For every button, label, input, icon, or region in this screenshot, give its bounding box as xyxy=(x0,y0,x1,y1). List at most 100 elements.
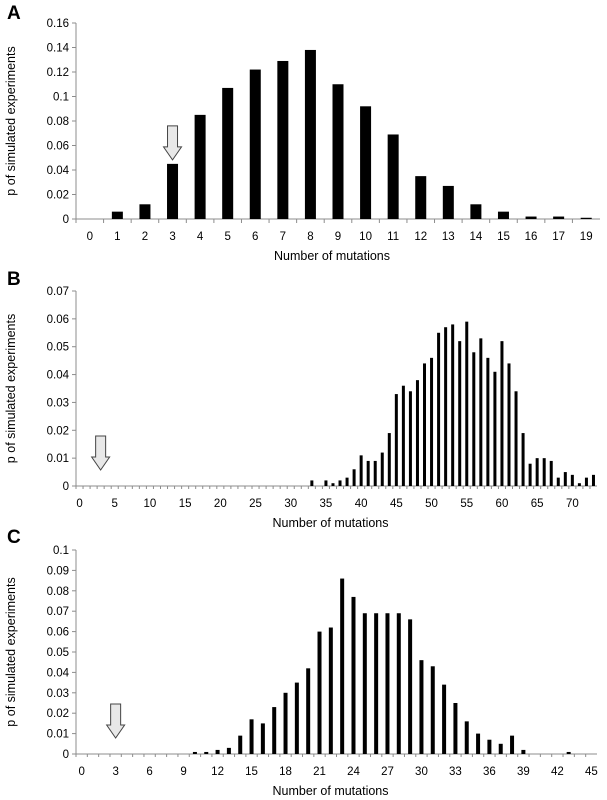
bar-b xyxy=(380,452,384,486)
x-axis-title-b: Number of mutations xyxy=(272,516,388,530)
x-tick-label-c: 24 xyxy=(347,766,360,778)
bar-c xyxy=(215,749,220,754)
bar-c xyxy=(374,613,379,754)
bar-c xyxy=(487,739,492,754)
y-tick-label-c: 0.06 xyxy=(47,627,69,639)
bar-a xyxy=(277,60,289,219)
x-tick-label-c: 39 xyxy=(517,766,530,778)
bar-a xyxy=(332,84,344,219)
bar-b xyxy=(521,433,525,486)
y-tick-label-b: 0.01 xyxy=(47,453,69,465)
bar-b xyxy=(563,472,567,486)
x-tick-label-a: 3 xyxy=(169,231,175,243)
y-tick-label-a: 0.14 xyxy=(47,43,70,55)
bar-a xyxy=(249,69,261,219)
panel-label-c: C xyxy=(7,527,21,548)
bar-a xyxy=(194,114,206,219)
bar-b xyxy=(444,327,448,486)
y-tick-label-b: 0.04 xyxy=(47,370,70,382)
bar-b xyxy=(324,480,328,486)
y-tick-label-c: 0 xyxy=(63,749,69,761)
y-tick-label-b: 0.03 xyxy=(47,397,69,409)
y-tick-label-b: 0.05 xyxy=(47,342,69,354)
bar-c xyxy=(283,692,288,754)
bar-b xyxy=(570,474,574,486)
x-tick-label-c: 9 xyxy=(180,766,186,778)
x-tick-label-c: 18 xyxy=(279,766,292,778)
bar-b xyxy=(423,363,427,486)
bar-c xyxy=(464,721,469,754)
panel-b-chart: 0 0.01 0.02 0.03 0.04 0.05 0.06 0.07 0 5 10 15 20 25 3… xyxy=(4,286,597,530)
x-tick-label-a: 8 xyxy=(307,231,313,243)
bar-c xyxy=(419,660,424,754)
bar-b xyxy=(591,474,595,486)
x-tick-label-a: 6 xyxy=(252,231,258,243)
bar-b xyxy=(500,341,504,486)
x-tick-label-c: 36 xyxy=(483,766,496,778)
bar-b xyxy=(556,477,560,486)
x-tick-label-a: 15 xyxy=(497,231,510,243)
y-tick-label-a: 0.02 xyxy=(47,190,69,202)
x-tick-label-c: 45 xyxy=(585,766,598,778)
bar-c xyxy=(430,666,435,754)
y-tick-label-a: 0.06 xyxy=(47,141,69,153)
x-tick-label-c: 0 xyxy=(78,766,84,778)
bar-a xyxy=(139,204,151,219)
bar-c xyxy=(510,735,515,754)
bar-b xyxy=(493,371,497,486)
bar-c xyxy=(238,735,243,754)
bar-b xyxy=(542,458,546,486)
bar-b xyxy=(366,460,370,486)
bar-c xyxy=(249,719,254,754)
y-tick-label-c: 0.1 xyxy=(53,545,69,557)
x-tick-label-c: 21 xyxy=(313,766,326,778)
bar-b xyxy=(352,469,356,486)
bar-a xyxy=(360,106,372,219)
bar-a xyxy=(525,216,537,219)
bar-c xyxy=(294,682,299,754)
bar-a xyxy=(580,217,592,219)
bar-a xyxy=(387,134,399,219)
bar-b xyxy=(479,338,483,486)
bar-b xyxy=(387,433,391,486)
y-tick-label-c: 0.09 xyxy=(47,565,69,577)
down-arrow-marker-b xyxy=(90,435,111,471)
bar-b xyxy=(394,394,398,486)
x-tick-label-a: 4 xyxy=(197,231,204,243)
bar-c xyxy=(362,613,367,754)
bar-a xyxy=(304,49,316,220)
bar-b xyxy=(401,385,405,486)
bar-b xyxy=(507,363,511,486)
x-tick-label-a: 10 xyxy=(359,231,372,243)
bar-b xyxy=(458,341,462,486)
bar-b xyxy=(408,391,412,486)
panel-c-chart: 0 0.01 0.02 0.03 0.04 0.05 0.06 0.07 0.08 0.09 0.1… xyxy=(4,545,598,798)
bar-c xyxy=(396,613,401,754)
x-tick-label-b: 50 xyxy=(425,498,438,510)
x-tick-label-c: 33 xyxy=(449,766,462,778)
bar-b xyxy=(577,483,581,486)
x-tick-label-b: 25 xyxy=(249,498,262,510)
x-tick-label-c: 3 xyxy=(112,766,118,778)
y-tick-label-a: 0.16 xyxy=(47,18,69,30)
y-tick-label-a: 0.08 xyxy=(47,116,69,128)
down-arrow-marker-a xyxy=(162,125,183,161)
x-tick-label-c: 12 xyxy=(211,766,224,778)
x-tick-label-b: 0 xyxy=(76,498,82,510)
bar-c xyxy=(328,627,333,754)
bar-b xyxy=(535,458,539,486)
bar-c xyxy=(226,747,231,754)
bar-b xyxy=(373,460,377,486)
bar-b xyxy=(359,455,363,486)
x-tick-label-c: 15 xyxy=(245,766,258,778)
x-tick-label-b: 55 xyxy=(460,498,473,510)
x-tick-label-a: 16 xyxy=(525,231,538,243)
bar-b xyxy=(465,321,469,486)
bar-a xyxy=(470,204,482,219)
bar-b xyxy=(514,391,518,486)
y-tick-label-b: 0.06 xyxy=(47,314,69,326)
x-tick-label-c: 42 xyxy=(551,766,564,778)
bar-c xyxy=(521,749,526,754)
bar-b xyxy=(528,463,532,486)
y-tick-label-c: 0.02 xyxy=(47,708,69,720)
